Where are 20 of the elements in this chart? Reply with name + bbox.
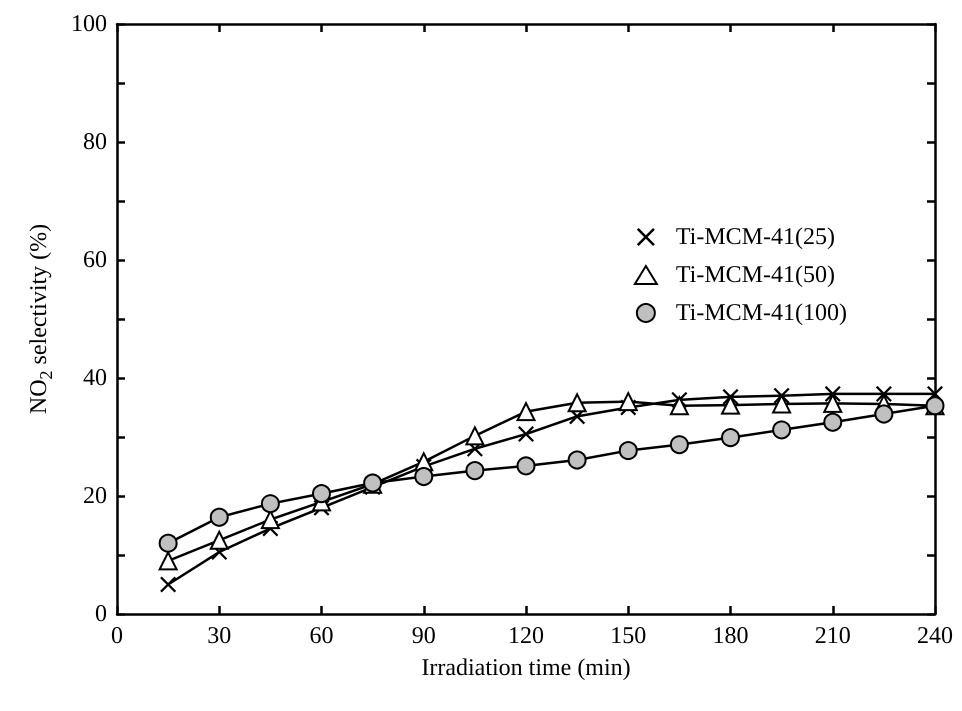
y-tick-label: 0 — [95, 601, 107, 627]
legend-label: Ti-MCM-41(100) — [676, 300, 847, 326]
y-tick-label: 40 — [83, 365, 107, 391]
y-tick-label: 20 — [83, 483, 107, 509]
x-tick-label: 60 — [310, 623, 334, 649]
x-tick-label: 120 — [508, 623, 544, 649]
y-tick-label: 80 — [83, 129, 107, 155]
x-tick-label: 210 — [814, 623, 851, 649]
y-tick-label: 100 — [71, 11, 107, 37]
x-tick-label: 90 — [412, 623, 436, 649]
legend-label: Ti-MCM-41(50) — [676, 262, 835, 288]
y-axis-title: NO2 selectivity (%) — [26, 224, 56, 414]
legend-label: Ti-MCM-41(25) — [676, 224, 835, 250]
x-tick-label: 240 — [917, 623, 953, 649]
x-tick-label: 0 — [111, 623, 123, 649]
x-tick-label: 30 — [207, 623, 232, 649]
y-tick-label: 60 — [83, 247, 107, 273]
x-tick-label: 150 — [610, 623, 646, 649]
x-axis-title: Irradiation time (min) — [421, 655, 631, 681]
x-tick-label: 180 — [712, 623, 748, 649]
